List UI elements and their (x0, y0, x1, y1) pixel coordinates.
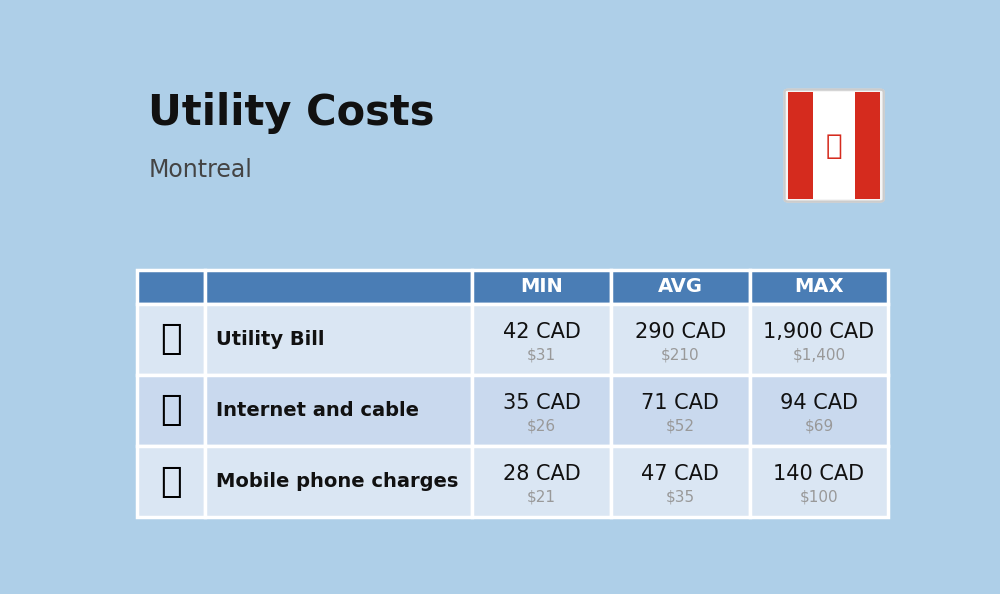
Bar (611, 304, 750, 375)
Text: $210: $210 (661, 347, 700, 362)
Text: $35: $35 (666, 490, 695, 505)
FancyBboxPatch shape (785, 90, 884, 201)
Text: Mobile phone charges: Mobile phone charges (216, 472, 459, 491)
Bar (472, 375, 611, 446)
Bar (205, 446, 472, 517)
Bar (750, 375, 888, 446)
Bar (205, 270, 472, 304)
Text: MAX: MAX (794, 277, 844, 296)
Text: 📱: 📱 (160, 465, 182, 498)
Text: $26: $26 (527, 419, 556, 434)
Text: 35 CAD: 35 CAD (503, 393, 580, 413)
Bar (472, 304, 611, 375)
Text: 140 CAD: 140 CAD (773, 465, 865, 485)
Text: 94 CAD: 94 CAD (780, 393, 858, 413)
Bar (611, 446, 750, 517)
Bar (750, 304, 888, 375)
Bar (205, 304, 472, 375)
Bar (137, 270, 205, 304)
Bar (611, 270, 750, 304)
Bar (750, 270, 888, 304)
Text: 🔧: 🔧 (160, 322, 182, 356)
Bar (137, 446, 205, 517)
Text: 42 CAD: 42 CAD (503, 322, 580, 342)
Text: Internet and cable: Internet and cable (216, 401, 419, 420)
Bar (788, 92, 813, 200)
Text: 1,900 CAD: 1,900 CAD (763, 322, 875, 342)
Bar (472, 446, 611, 517)
Bar (144, 453, 197, 510)
Bar (144, 311, 197, 368)
Text: Utility Costs: Utility Costs (148, 92, 435, 134)
Bar (137, 375, 205, 446)
Text: $31: $31 (527, 347, 556, 362)
Bar (137, 304, 205, 375)
Bar (750, 446, 888, 517)
Bar (205, 375, 472, 446)
Text: 47 CAD: 47 CAD (641, 465, 719, 485)
Text: 28 CAD: 28 CAD (503, 465, 580, 485)
Text: MIN: MIN (520, 277, 563, 296)
Text: $52: $52 (666, 419, 695, 434)
Text: $100: $100 (800, 490, 838, 505)
Bar (472, 270, 611, 304)
Text: $69: $69 (804, 419, 834, 434)
Text: Utility Bill: Utility Bill (216, 330, 325, 349)
Text: $1,400: $1,400 (792, 347, 846, 362)
Text: 71 CAD: 71 CAD (641, 393, 719, 413)
Text: AVG: AVG (658, 277, 703, 296)
Text: $21: $21 (527, 490, 556, 505)
Bar (855, 92, 880, 200)
Bar (144, 382, 197, 439)
Text: 🍁: 🍁 (826, 132, 842, 160)
Bar (813, 92, 855, 200)
Text: 290 CAD: 290 CAD (635, 322, 726, 342)
Bar (611, 375, 750, 446)
Text: Montreal: Montreal (148, 158, 252, 182)
Text: 📶: 📶 (160, 393, 182, 428)
